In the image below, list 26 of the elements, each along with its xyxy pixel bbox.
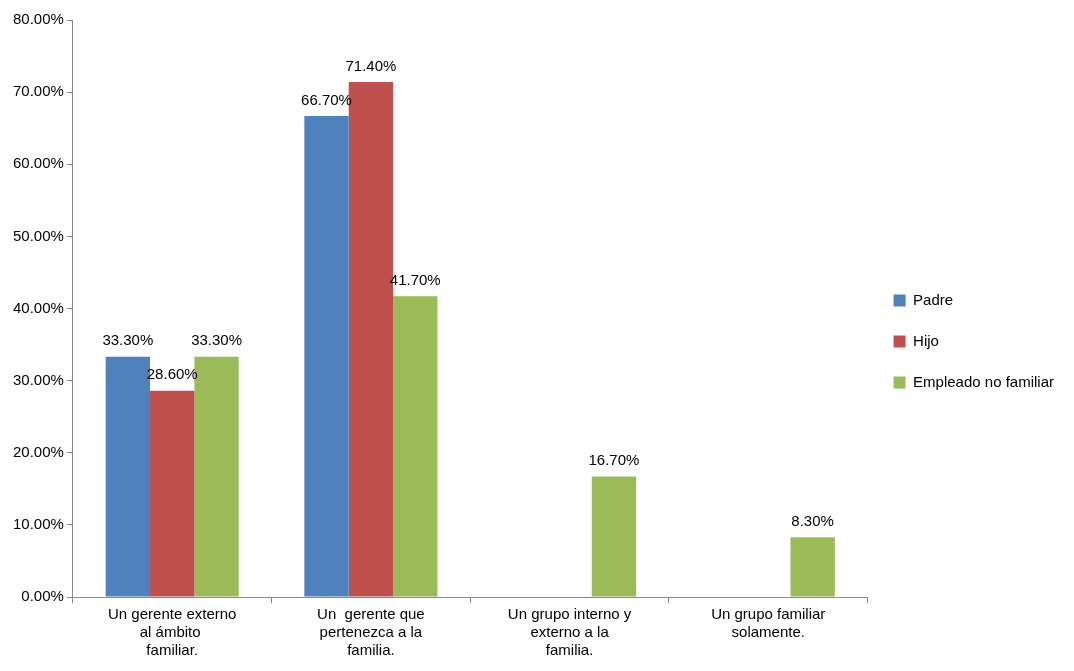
y-tick-label: 40.00% [13,298,64,316]
bar [790,537,835,597]
legend-label: Empleado no familiar [913,372,1054,390]
x-tick-label: Un gerente que pertenezca a la familia. [317,605,425,659]
y-tick-label: 10.00% [13,515,64,533]
data-label: 8.30% [791,511,834,529]
bar [150,390,195,597]
x-tick-label: Un gerente externo al ámbito familiar. [108,605,237,659]
bar [304,115,349,597]
data-label: 33.30% [102,331,154,349]
y-tick-label: 0.00% [21,587,64,605]
legend-label: Padre [913,290,954,308]
y-tick-label: 60.00% [13,154,64,172]
legend-label: Hijo [913,331,939,349]
x-tick-label: Un grupo familiar solamente. [711,605,826,641]
y-tick-label: 20.00% [13,442,64,460]
bar [393,296,438,597]
y-tick-label: 80.00% [13,10,64,28]
x-tick-label: Un grupo interno y externo a la familia. [507,605,632,659]
data-label: 71.40% [345,56,397,74]
y-tick-label: 70.00% [13,82,64,100]
y-tick-label: 50.00% [13,226,64,244]
data-label: 16.70% [588,451,640,469]
y-tick-label: 30.00% [13,370,64,388]
data-label: 33.30% [191,331,243,349]
bar [591,476,637,597]
